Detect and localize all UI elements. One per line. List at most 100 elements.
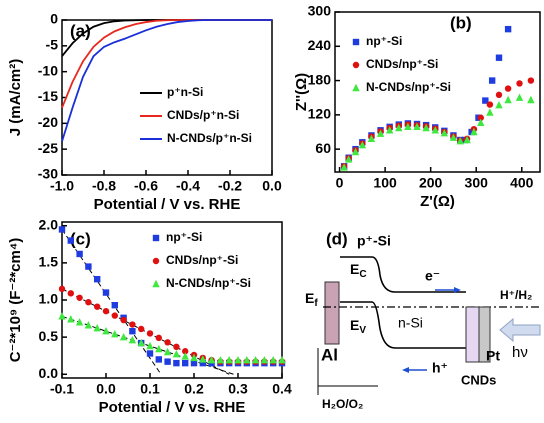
- point: [182, 348, 189, 355]
- point: [155, 334, 162, 342]
- cnds-label: CNDs: [461, 372, 496, 387]
- legend-swatch: [152, 257, 160, 265]
- point: [155, 356, 162, 363]
- point: [172, 350, 181, 358]
- light-arrow: [499, 317, 541, 343]
- plot-frame: [334, 11, 541, 173]
- ev-label: EV: [350, 317, 366, 336]
- point: [216, 355, 225, 364]
- point: [129, 321, 136, 328]
- point: [234, 355, 242, 364]
- x-tick-label: 100: [373, 175, 397, 191]
- valence-band: [340, 301, 466, 349]
- point: [163, 347, 172, 356]
- chart-panel: 0 100 200 300 400 60 120 180 240 300 Z'(Ω) Z''(Ω) (b…: [293, 3, 541, 210]
- point: [111, 302, 118, 309]
- y-tick-label: -10: [38, 62, 58, 78]
- point: [128, 335, 137, 344]
- point: [181, 352, 189, 360]
- point: [146, 350, 154, 357]
- y-tick-label: 240: [308, 37, 332, 53]
- point: [431, 126, 439, 134]
- point: [85, 299, 92, 306]
- point: [182, 359, 189, 367]
- point: [395, 123, 403, 132]
- point: [102, 307, 110, 315]
- panel-label: (c): [70, 229, 91, 248]
- point: [76, 250, 83, 258]
- legend-label: N-CNDs/np⁺-Si: [166, 276, 251, 290]
- legend-label: CNDs/np⁺-Si: [366, 57, 438, 71]
- point: [155, 344, 163, 353]
- x-tick-label: 0.0: [96, 381, 116, 397]
- point: [58, 226, 66, 233]
- point: [495, 54, 503, 61]
- point: [137, 338, 145, 347]
- x-tick-label: 0.2: [184, 381, 204, 397]
- point: [344, 155, 353, 163]
- y-tick-label: 0.5: [39, 328, 59, 344]
- y-tick-label: -30: [38, 166, 58, 182]
- p-si-label: p⁺-Si: [357, 233, 391, 249]
- y-axis-title: C⁻²*10⁹ (F⁻²*cm⁴): [7, 238, 24, 363]
- point: [367, 134, 376, 143]
- legend-swatch: [352, 38, 360, 46]
- point: [404, 122, 412, 131]
- point: [385, 126, 394, 134]
- point: [75, 318, 84, 326]
- point: [340, 163, 348, 171]
- point: [111, 312, 119, 319]
- point: [358, 140, 367, 149]
- cnds-layer: [465, 306, 480, 363]
- point: [449, 133, 458, 141]
- ef-label: Ef: [305, 290, 318, 309]
- x-axis-title: Z'(Ω): [420, 193, 455, 210]
- x-axis-title: Potential / V vs. RHE: [99, 399, 246, 416]
- point: [504, 25, 512, 33]
- legend-swatch: [352, 83, 360, 92]
- point: [225, 355, 233, 364]
- point: [67, 315, 75, 323]
- y-tick-label: 1.0: [39, 291, 59, 307]
- point: [488, 77, 496, 84]
- x-tick-label: 0: [336, 175, 344, 191]
- point: [251, 355, 260, 364]
- point: [85, 263, 92, 270]
- conduction-band: [340, 256, 466, 293]
- point: [477, 118, 485, 127]
- point: [278, 355, 286, 364]
- electron-arrowhead: [454, 287, 461, 293]
- point: [482, 97, 489, 104]
- fit-line: [61, 229, 162, 375]
- series-line: [61, 19, 272, 142]
- pt-layer: [478, 306, 491, 363]
- y-tick-label: 60: [315, 140, 331, 156]
- panel-label: (a): [70, 21, 91, 40]
- point: [486, 101, 494, 108]
- point: [486, 108, 494, 116]
- ef-sub: f: [314, 298, 318, 309]
- point: [58, 285, 66, 293]
- point: [376, 129, 385, 137]
- point: [463, 135, 471, 144]
- point: [495, 100, 503, 109]
- point: [527, 77, 535, 84]
- point: [67, 237, 74, 244]
- point: [243, 355, 251, 364]
- ec-main: E: [350, 261, 359, 277]
- x-tick-label: -0.4: [176, 178, 200, 194]
- ef-main: E: [305, 290, 314, 306]
- y-axis-title: J (mA/cm²): [7, 59, 24, 137]
- ev-sub: V: [359, 325, 366, 336]
- legend-label: CNDs/np⁺-Si: [166, 253, 238, 267]
- point: [516, 80, 523, 87]
- ev-main: E: [350, 317, 359, 333]
- point: [504, 95, 512, 104]
- chart-panel: -0.1 0.0 0.1 0.2 0.3 0.40.00.51.01.52.0Potent…: [7, 216, 292, 416]
- point: [199, 359, 206, 367]
- fit-line: [61, 315, 234, 375]
- point: [102, 327, 110, 335]
- point: [456, 136, 464, 145]
- point: [173, 359, 180, 367]
- h-level-label: H⁺/H₂: [500, 288, 532, 302]
